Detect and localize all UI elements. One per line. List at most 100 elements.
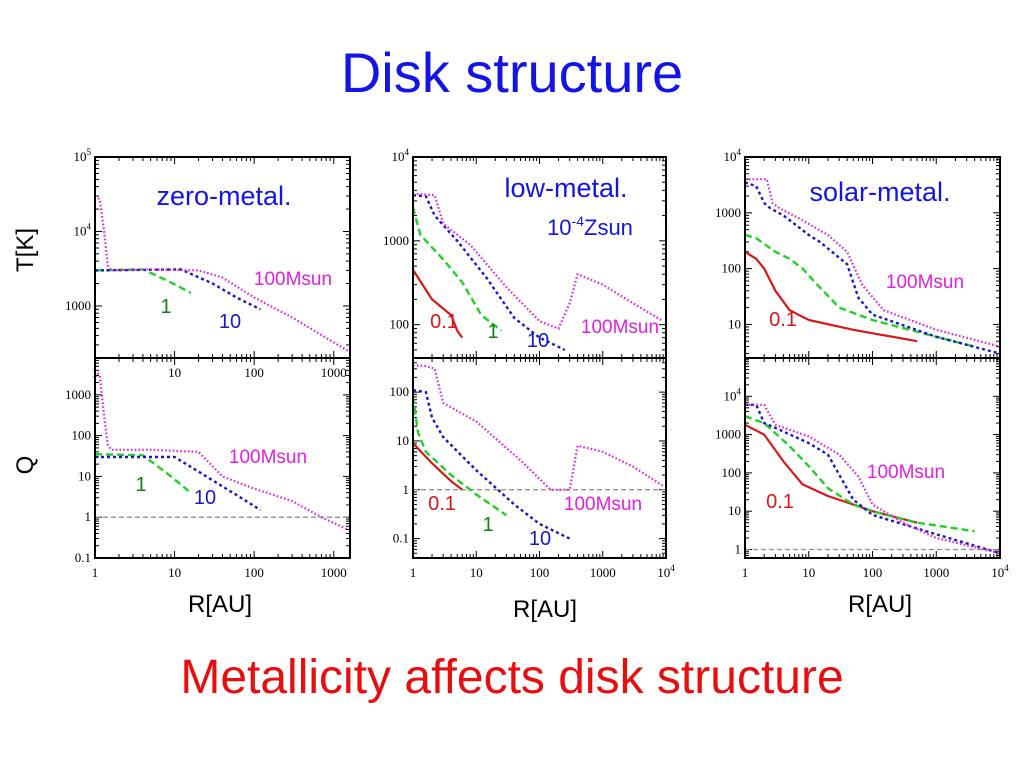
series-label-100msun: 100Msun [254,269,332,290]
series-10-low-metal-t [413,194,566,351]
panel-annotation: zero-metal. [156,181,291,211]
series-label-0-1: 0.1 [428,493,456,515]
series-10-low-metal-q [413,388,571,540]
xlabel-low-metal: R[AU] [513,596,577,623]
series-label-1: 1 [135,474,146,496]
series-label-0-1: 0.1 [769,309,797,331]
ytick-solar-metal-q: 1 [735,542,742,557]
ytick-zero-metal-t: 104 [74,221,92,238]
series-100msun-zero-metal-t [95,195,349,352]
series-label-10: 10 [527,330,549,352]
ytick-low-metal-q: 0.1 [393,531,409,546]
ytick-low-metal-t: 100 [390,317,410,332]
ytick-solar-metal-t: 1000 [715,205,741,220]
ytick-solar-metal-t: 10 [728,316,741,331]
series-1-low-metal-t [413,207,503,332]
series-label-0-1: 0.1 [430,311,458,333]
series-label-10: 10 [194,487,216,509]
ytick-low-metal-q: 1 [403,482,410,497]
xlabel-zero-metal: R[AU] [188,591,252,618]
xtick-zero-metal-q: 100 [244,565,264,580]
frame-solar-metal-q [744,357,1001,559]
series-10-solar-metal-q [745,403,1000,555]
ytick-solar-metal-q: 104 [724,386,742,403]
xtick-zero-metal-q: 1 [92,565,99,580]
series-0-1-solar-metal-t [745,250,918,343]
slide-footer: Metallicity affects disk structure [180,651,844,704]
panel-low-metal-t: 100 1000 104 low-metal. 10-4Zsun 0.1 1 10 100Msu… [383,147,667,359]
series-100msun-solar-metal-q [745,403,1000,555]
panel-low-metal-q: 0.1 1 10 100 1 10 100 1000 104 0.1 1 10 100Msun [390,357,675,580]
xtick-low-metal-q: 1000 [590,565,616,580]
series-label-100msun: 100Msun [867,462,945,483]
ytick-low-metal-t: 1000 [383,233,409,248]
series-100msun-solar-metal-t [745,178,1000,348]
frame-zero-metal-q [94,357,351,559]
ytick-solar-metal-t: 104 [724,147,742,164]
ylabel-temperature: T[K] [12,228,39,272]
xtick-zero-metal-t: 100 [244,365,264,380]
ytick-low-metal-q: 100 [390,384,410,399]
series-1-low-metal-q [413,396,508,517]
series-10-zero-metal-t [95,268,262,311]
panel-annotation: low-metal. [504,173,627,203]
ytick-zero-metal-t: 1000 [65,298,91,313]
series-label-100msun: 100Msun [229,447,307,468]
panel-annotation: solar-metal. [809,177,950,207]
ytick-zero-metal-q: 1000 [65,387,91,402]
ytick-zero-metal-q: 10 [78,468,91,483]
ticks-solar-metal-q [744,357,1001,559]
ytick-low-metal-q: 10 [396,433,409,448]
series-100msun-zero-metal-q [95,369,349,531]
frame-low-metal-q [412,357,667,559]
xlabel-solar-metal: R[AU] [848,591,912,618]
xtick-low-metal-q: 10 [470,565,483,580]
xtick-solar-metal-q: 100 [863,565,883,580]
xtick-solar-metal-q: 104 [991,563,1009,580]
ytick-solar-metal-q: 1000 [715,427,741,442]
series-1-solar-metal-q [745,415,975,533]
xtick-low-metal-q: 104 [657,563,675,580]
ytick-zero-metal-q: 0.1 [75,550,91,565]
panel-solar-metal-t: 10 100 1000 104 solar-metal. 100Msun 0.1 [715,147,1001,359]
panel-solar-metal-q: 1 10 100 1000 104 1 10 100 1000 104 100Msun 0.1 [715,357,1009,580]
series-1-zero-metal-q [95,453,192,494]
xtick-solar-metal-q: 10 [802,565,815,580]
ytick-low-metal-t: 104 [392,147,410,164]
series-10-solar-metal-t [745,181,1000,355]
series-label-10: 10 [219,311,241,333]
ytick-solar-metal-q: 10 [728,503,741,518]
xtick-zero-metal-t: 10 [168,365,181,380]
series-label-100msun: 100Msun [581,317,659,338]
xtick-low-metal-q: 100 [530,565,550,580]
series-label-10: 10 [529,528,551,550]
slide-title: Disk structure [340,41,684,104]
ytick-zero-metal-q: 100 [72,428,92,443]
ytick-zero-metal-t: 105 [74,147,92,164]
series-1-zero-metal-t [95,268,192,294]
ytick-solar-metal-t: 100 [722,261,742,276]
xtick-zero-metal-t: 1000 [321,365,347,380]
xtick-zero-metal-q: 10 [168,565,181,580]
series-label-0-1: 0.1 [766,491,794,513]
panel-annotation-sub: 10-4Zsun [547,213,633,240]
ytick-solar-metal-q: 100 [722,465,742,480]
xtick-low-metal-q: 1 [410,565,417,580]
series-label-1: 1 [160,296,171,318]
series-label-100msun: 100Msun [886,272,964,293]
xtick-solar-metal-q: 1000 [923,565,949,580]
xtick-zero-metal-q: 1000 [321,565,347,580]
series-0-1-low-metal-q [413,442,463,491]
series-label-100msun: 100Msun [564,494,642,515]
xtick-solar-metal-q: 1 [742,565,749,580]
series-10-zero-metal-q [95,455,262,512]
ytick-zero-metal-q: 1 [85,509,92,524]
series-label-1: 1 [487,321,498,343]
series-0-1-low-metal-t [413,269,464,339]
series-label-1: 1 [482,514,493,536]
series-100msun-low-metal-q [413,364,664,491]
series-1-solar-metal-t [745,233,975,348]
